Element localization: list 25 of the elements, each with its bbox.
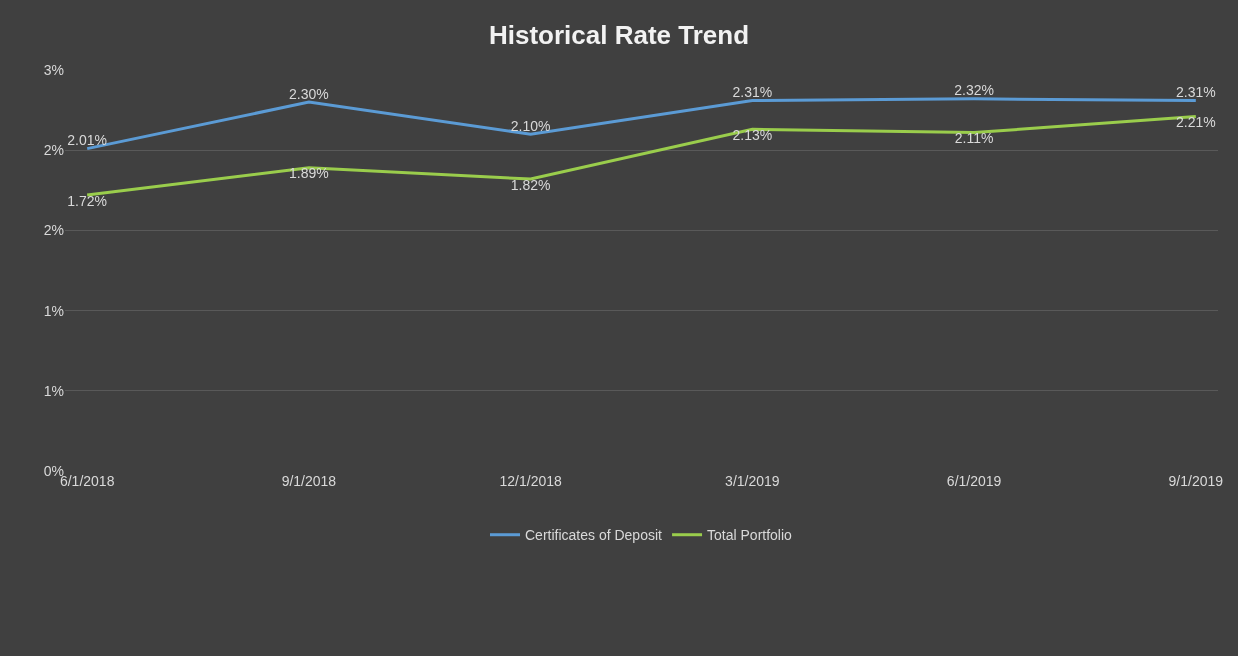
data-label: 2.31% <box>732 83 773 100</box>
x-tick-label: 3/1/2019 <box>725 473 780 489</box>
y-tick-label: 1% <box>43 382 64 399</box>
legend-label: Certificates of Deposit <box>525 527 663 544</box>
data-label: 2.32% <box>954 82 994 99</box>
data-label: 2.13% <box>732 126 773 143</box>
data-label: 2.21% <box>1175 114 1216 131</box>
data-label: 2.01% <box>67 132 108 149</box>
data-label: 2.31% <box>1175 83 1216 100</box>
data-label: 2.10% <box>510 117 551 134</box>
y-tick-label: 2% <box>43 142 64 159</box>
legend-label: Total Portfolio <box>707 527 793 544</box>
y-tick-label: 2% <box>43 222 64 239</box>
y-tick-label: 3% <box>43 61 64 78</box>
chart-title: Historical Rate Trend <box>488 20 750 51</box>
data-label: 1.72% <box>67 192 108 209</box>
data-label: 1.82% <box>510 176 551 193</box>
data-label: 2.11% <box>954 130 994 147</box>
x-tick-label: 12/1/2018 <box>499 473 562 489</box>
x-tick-label: 6/1/2019 <box>946 473 1002 489</box>
data-label: 1.89% <box>289 165 329 182</box>
x-tick-label: 9/1/2018 <box>281 473 337 489</box>
y-tick-label: 1% <box>43 302 64 319</box>
data-label: 2.30% <box>289 85 329 102</box>
x-tick-label: 9/1/2019 <box>1168 473 1224 489</box>
